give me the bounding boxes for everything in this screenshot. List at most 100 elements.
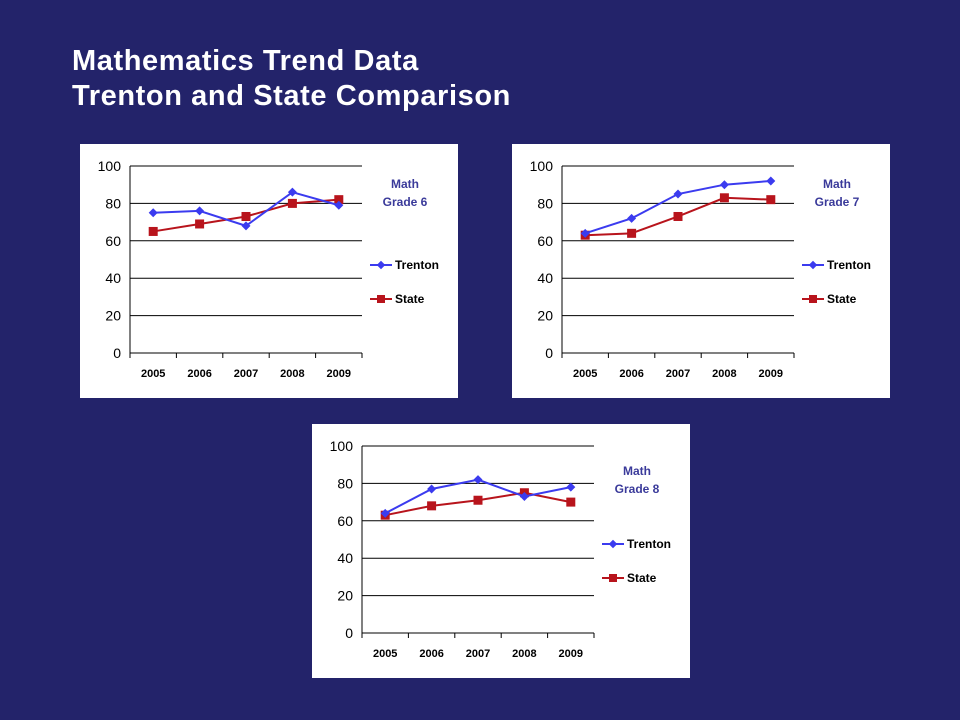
trenton-data-point [473,475,483,485]
legend-item-trenton: Trenton [802,256,871,274]
x-tick-label: 2005 [373,648,397,660]
line-chart-grade-6: 0 20 40 60 80 100 2005 2006 2007 2008 2009 [98,158,363,380]
chart-legend-grade-8: Trenton State [602,535,671,603]
y-tick-label: 60 [337,513,353,529]
line-chart-grade-7: 0 20 40 60 80 100 2005 2006 2007 2008 2009 [530,158,795,380]
trenton-data-point [195,206,205,216]
state-data-point [473,495,483,505]
x-tick-label: 2008 [280,368,304,380]
chart-title-line-1: Math [823,177,851,191]
chart-title-line-2: Grade 6 [382,195,428,209]
chart-legend-grade-7: Trenton State [802,256,871,324]
trenton-data-point [427,484,437,494]
y-tick-label: 40 [537,270,553,286]
y-tick-label: 100 [98,158,122,174]
chart-title-line-1: Math [391,177,419,191]
trenton-data-point [148,208,158,218]
trenton-data-point [287,187,297,197]
legend-label-trenton: Trenton [627,537,671,551]
y-tick-label: 40 [105,270,121,286]
trenton-data-point [673,189,683,199]
y-tick-label: 0 [345,625,353,641]
x-tick-label: 2008 [512,648,536,660]
trenton-series-line [584,179,771,235]
y-tick-label: 0 [113,345,121,361]
x-tick-label: 2007 [234,368,258,380]
y-tick-label: 100 [530,158,554,174]
legend-item-state: State [370,290,439,308]
chart-title-grade-6: Math Grade 6 [360,175,450,211]
trenton-data-point [380,508,390,518]
trenton-legend-swatch [602,538,624,550]
x-tick-label: 2005 [573,368,597,380]
slide-title-line-1: Mathematics Trend Data [72,45,419,77]
x-tick-label: 2006 [619,368,643,380]
slide-title: Mathematics Trend Data Trenton and State… [72,44,511,114]
y-tick-label: 100 [330,438,354,454]
chart-title-grade-7: Math Grade 7 [792,175,882,211]
line-chart-grade-8: 0 20 40 60 80 100 2005 2006 2007 2008 2009 [330,438,595,660]
x-tick-label: 2009 [759,368,783,380]
state-data-point [627,228,637,238]
state-data-point [148,226,158,236]
x-tick-label: 2006 [187,368,211,380]
state-legend-swatch [802,293,824,305]
legend-label-state: State [827,292,857,306]
x-tick-label: 2007 [466,648,490,660]
chart-title-line-2: Grade 8 [614,482,660,496]
trenton-data-point [334,200,344,210]
trenton-data-point [766,176,776,186]
trenton-data-point [241,221,251,231]
x-tick-label: 2008 [712,368,736,380]
legend-label-trenton: Trenton [395,258,439,272]
x-tick-label: 2007 [666,368,690,380]
y-tick-label: 80 [337,475,353,491]
state-data-point [427,501,437,511]
trenton-data-point [566,482,576,492]
trenton-legend-swatch [370,259,392,271]
chart-panel-grade-7: 0 20 40 60 80 100 2005 2006 2007 2008 2009 Math Gr… [512,144,890,398]
chart-panel-grade-8: 0 20 40 60 80 100 2005 2006 2007 2008 2009 Math Gr… [312,424,690,678]
state-data-point [195,219,205,229]
trenton-data-point [719,180,729,190]
y-tick-label: 0 [545,345,553,361]
x-tick-label: 2009 [327,368,351,380]
y-tick-label: 20 [537,308,553,324]
legend-label-trenton: Trenton [827,258,871,272]
legend-item-state: State [802,290,871,308]
trenton-legend-swatch [802,259,824,271]
y-tick-label: 80 [537,195,553,211]
legend-label-state: State [395,292,425,306]
legend-item-state: State [602,569,671,587]
y-tick-label: 60 [105,233,121,249]
legend-label-state: State [627,571,657,585]
chart-panel-grade-6: 0 20 40 60 80 100 2005 2006 2007 2008 2009 Math Gr… [80,144,458,398]
state-data-point [719,193,729,203]
y-tick-label: 40 [337,550,353,566]
chart-title-grade-8: Math Grade 8 [592,462,682,498]
y-tick-label: 80 [105,195,121,211]
trenton-data-point [519,491,529,501]
state-data-point [241,211,251,221]
trenton-data-point [580,228,590,238]
state-legend-swatch [602,572,624,584]
chart-legend-grade-6: Trenton State [370,256,439,324]
x-tick-label: 2005 [141,368,165,380]
legend-item-trenton: Trenton [370,256,439,274]
state-data-point [566,497,576,507]
chart-title-line-2: Grade 7 [814,195,860,209]
slide-title-line-2: Trenton and State Comparison [72,80,511,112]
x-tick-label: 2006 [419,648,443,660]
trenton-data-point [627,213,637,223]
state-data-point [766,195,776,205]
chart-title-line-1: Math [623,464,651,478]
state-data-point [287,198,297,208]
y-tick-label: 20 [105,308,121,324]
state-data-point [334,195,344,205]
state-data-point [673,211,683,221]
legend-item-trenton: Trenton [602,535,671,553]
y-tick-label: 20 [337,588,353,604]
y-tick-label: 60 [537,233,553,249]
x-tick-label: 2009 [559,648,583,660]
state-legend-swatch [370,293,392,305]
